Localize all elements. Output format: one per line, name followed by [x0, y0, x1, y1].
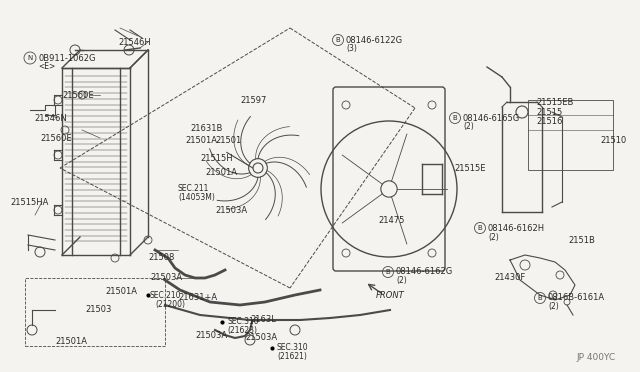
- Text: 21503A: 21503A: [245, 334, 277, 343]
- Text: 21503A: 21503A: [150, 273, 182, 282]
- Text: SEC.211: SEC.211: [178, 183, 209, 192]
- Text: 21501A: 21501A: [205, 167, 237, 176]
- Text: 21515H: 21515H: [200, 154, 232, 163]
- Text: B: B: [335, 37, 340, 43]
- Text: 0B911-1062G: 0B911-1062G: [38, 54, 95, 62]
- Text: (3): (3): [346, 44, 357, 52]
- Text: 08146-6162G: 08146-6162G: [396, 267, 453, 276]
- Text: SEC.210: SEC.210: [150, 291, 182, 299]
- Text: 21508: 21508: [148, 253, 174, 263]
- Text: B: B: [538, 295, 542, 301]
- Text: 21501A: 21501A: [185, 135, 217, 144]
- Text: (2): (2): [488, 232, 499, 241]
- Text: SEC.310: SEC.310: [227, 317, 259, 327]
- Text: <E>: <E>: [38, 61, 55, 71]
- Text: 21503A: 21503A: [215, 205, 247, 215]
- Text: 2163L: 2163L: [250, 315, 276, 324]
- Text: 21501A: 21501A: [55, 337, 87, 346]
- Text: 21631+A: 21631+A: [178, 294, 217, 302]
- Text: FRONT: FRONT: [376, 291, 404, 299]
- Text: 21546H: 21546H: [118, 38, 151, 46]
- Text: 21515: 21515: [536, 108, 563, 116]
- Text: 21515HA: 21515HA: [10, 198, 49, 206]
- Text: 21546N: 21546N: [34, 113, 67, 122]
- Text: (14053M): (14053M): [178, 192, 215, 202]
- Text: 21501: 21501: [215, 135, 241, 144]
- Text: 21560E: 21560E: [40, 134, 72, 142]
- Text: 21597: 21597: [240, 96, 266, 105]
- Text: 21475: 21475: [378, 215, 404, 224]
- Text: JP 400YC: JP 400YC: [577, 353, 616, 362]
- Text: 21503A: 21503A: [195, 330, 227, 340]
- Bar: [25, 278, 165, 346]
- Text: 21515EB: 21515EB: [536, 97, 573, 106]
- Text: 21560E: 21560E: [62, 90, 93, 99]
- Text: (21623): (21623): [227, 327, 257, 336]
- Text: 0816B-6161A: 0816B-6161A: [548, 294, 605, 302]
- Text: B: B: [477, 225, 483, 231]
- Text: 21430F: 21430F: [494, 273, 525, 282]
- Text: (21200): (21200): [155, 299, 185, 308]
- Text: 08146-6122G: 08146-6122G: [346, 35, 403, 45]
- Text: 2151B: 2151B: [568, 235, 595, 244]
- Text: 08146-6165G: 08146-6165G: [463, 113, 520, 122]
- Text: N: N: [28, 55, 33, 61]
- Text: (21621): (21621): [277, 353, 307, 362]
- Text: (2): (2): [463, 122, 474, 131]
- Text: 08146-6162H: 08146-6162H: [488, 224, 545, 232]
- Text: (2): (2): [396, 276, 407, 285]
- Text: 21516: 21516: [536, 116, 563, 125]
- Bar: [528, 100, 613, 170]
- Text: SEC.310: SEC.310: [277, 343, 308, 353]
- Text: 21631B: 21631B: [190, 124, 222, 132]
- Text: 21515E: 21515E: [454, 164, 486, 173]
- Text: 21510: 21510: [600, 135, 627, 144]
- Text: (2): (2): [548, 302, 559, 311]
- Text: B: B: [386, 269, 390, 275]
- Text: B: B: [452, 115, 458, 121]
- Text: 21501A: 21501A: [105, 288, 137, 296]
- Text: 21503: 21503: [85, 305, 111, 314]
